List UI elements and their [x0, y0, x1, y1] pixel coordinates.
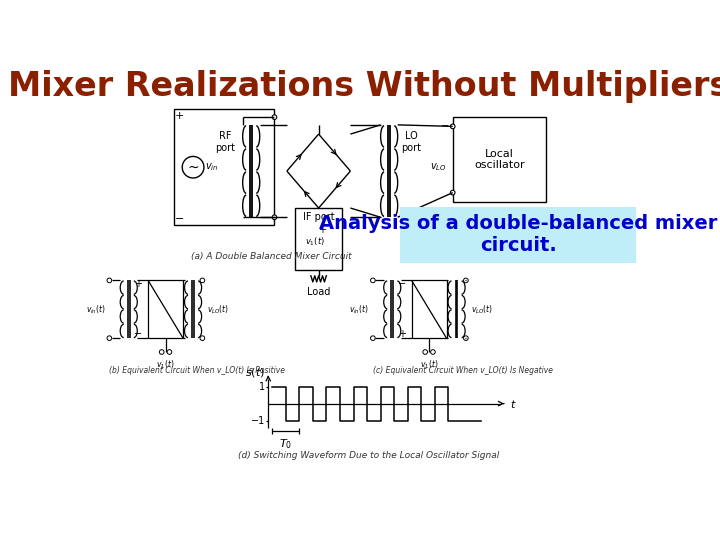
Text: $s(t)$: $s(t)$	[246, 366, 265, 379]
Bar	[400, 207, 636, 262]
Text: $v_{in}(t)$: $v_{in}(t)$	[349, 303, 369, 315]
Circle shape	[107, 336, 112, 340]
Bar	[412, 280, 446, 338]
Text: −: −	[397, 279, 405, 289]
Circle shape	[371, 278, 375, 283]
Text: +: +	[134, 279, 142, 289]
Circle shape	[182, 157, 204, 178]
Circle shape	[272, 215, 276, 220]
Text: −: −	[175, 214, 184, 224]
Text: $t$: $t$	[510, 397, 517, 410]
Circle shape	[200, 278, 204, 283]
Text: (b) Equivalent Circuit When v_LO(t) Is Positive: (b) Equivalent Circuit When v_LO(t) Is P…	[109, 366, 285, 375]
Text: $v_{in}(t)$: $v_{in}(t)$	[86, 303, 106, 315]
Text: $v_1(t)$: $v_1(t)$	[156, 358, 175, 370]
Text: (c) Equivalent Circuit When v_LO(t) Is Negative: (c) Equivalent Circuit When v_LO(t) Is N…	[373, 366, 553, 375]
Text: −1: −1	[251, 416, 265, 426]
Text: −: −	[441, 122, 449, 131]
Text: $v_1(t)$: $v_1(t)$	[420, 358, 438, 370]
Bar	[453, 117, 546, 202]
Text: Mixer Realizations Without Multipliers: Mixer Realizations Without Multipliers	[9, 70, 720, 103]
Text: LO
port: LO port	[402, 131, 422, 153]
Text: −: −	[134, 329, 142, 339]
Text: +: +	[397, 329, 405, 339]
Circle shape	[371, 336, 375, 340]
Text: ~: ~	[187, 160, 199, 174]
Text: RF
port: RF port	[215, 131, 235, 153]
Text: Analysis of a double-balanced mixer
circuit.: Analysis of a double-balanced mixer circ…	[319, 214, 717, 255]
Text: (d) Switching Waveform Due to the Local Oscillator Signal: (d) Switching Waveform Due to the Local …	[238, 450, 500, 460]
Text: Load: Load	[307, 287, 330, 298]
Text: +: +	[318, 225, 326, 234]
Text: $T_0$: $T_0$	[279, 437, 292, 450]
Bar	[148, 280, 183, 338]
Text: Local
oscillator: Local oscillator	[474, 148, 524, 170]
Text: (a) A Double Balanced Mixer Circuit: (a) A Double Balanced Mixer Circuit	[191, 252, 351, 261]
Circle shape	[159, 350, 164, 354]
Bar	[295, 208, 342, 269]
Circle shape	[423, 350, 428, 354]
Circle shape	[200, 336, 204, 340]
Circle shape	[451, 190, 455, 195]
Bar	[174, 110, 274, 225]
Text: $v_{in}$: $v_{in}$	[205, 161, 219, 173]
Text: $v_{LO}(t)$: $v_{LO}(t)$	[471, 303, 492, 315]
Text: 1: 1	[259, 382, 265, 392]
Circle shape	[464, 278, 468, 283]
Text: $v_1(t)$: $v_1(t)$	[305, 235, 325, 248]
Circle shape	[167, 350, 172, 354]
Circle shape	[464, 336, 468, 340]
Circle shape	[107, 278, 112, 283]
Circle shape	[431, 350, 436, 354]
Text: IF port: IF port	[303, 212, 334, 222]
Text: $v_{LO}(t)$: $v_{LO}(t)$	[207, 303, 229, 315]
Text: $v_{LO}$: $v_{LO}$	[431, 161, 447, 173]
Circle shape	[451, 124, 455, 129]
Text: +: +	[175, 111, 184, 120]
Circle shape	[272, 115, 276, 119]
